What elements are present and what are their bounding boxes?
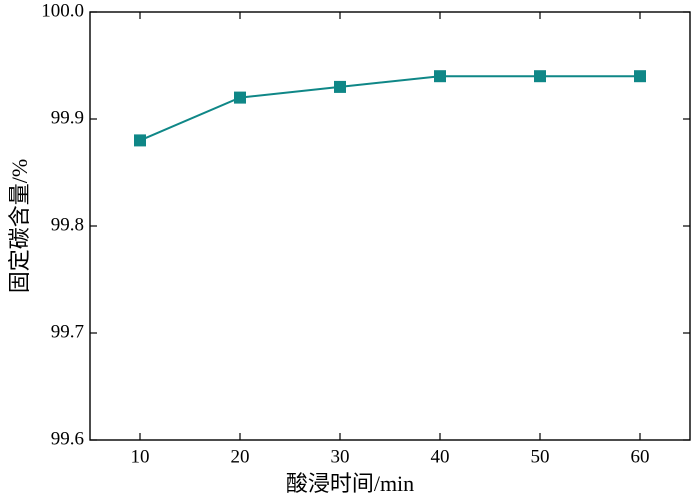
y-tick-label: 99.6	[51, 428, 84, 449]
x-tick-label: 60	[631, 446, 650, 467]
x-tick-label: 40	[431, 446, 450, 467]
point-marker	[534, 70, 546, 83]
y-tick-label: 100.0	[41, 0, 84, 21]
point-marker	[334, 80, 346, 93]
x-tick-label: 30	[331, 446, 350, 467]
x-tick-label: 10	[131, 446, 150, 467]
series-line	[139, 75, 640, 142]
y-tick-label: 99.8	[51, 214, 84, 235]
point-marker	[434, 70, 446, 83]
y-tick-label: 99.9	[51, 107, 84, 128]
x-tick-label: 50	[531, 446, 550, 467]
point-marker	[634, 70, 646, 83]
x-tick-label: 20	[231, 446, 250, 467]
point-marker	[234, 91, 246, 104]
x-axis-label: 酸浸时间/min	[286, 471, 414, 496]
point-marker	[134, 134, 146, 147]
y-tick-label: 99.7	[51, 321, 84, 342]
y-axis-label: 固定碳含量/%	[7, 159, 32, 293]
